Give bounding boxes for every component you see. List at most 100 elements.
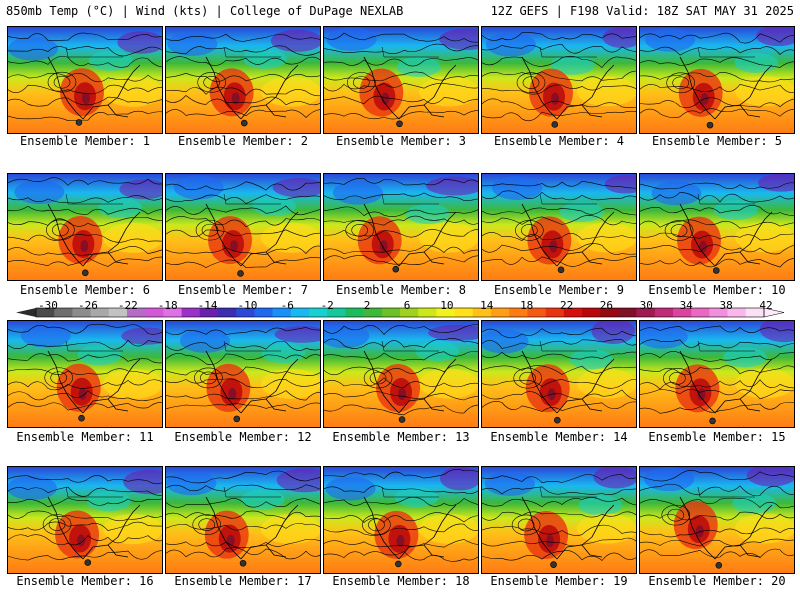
- colorbar-swatch: [254, 308, 273, 317]
- colorbar-swatch: [272, 308, 292, 317]
- ensemble-member-label: Ensemble Member: 20: [648, 574, 786, 588]
- ensemble-member-label: Ensemble Member: 11: [16, 430, 154, 444]
- ensemble-map-18: [323, 466, 479, 574]
- colorbar-swatch: [363, 308, 383, 317]
- temperature-colorbar: -30 -26 -22 -18 -14 -10 -6 -2 2 6 10 14 18 22 26 30 34 38…: [14, 299, 786, 334]
- ensemble-member-label: Ensemble Member: 1: [19, 134, 151, 148]
- ensemble-map-17: [165, 466, 321, 574]
- colorbar-swatches: [16, 307, 785, 318]
- ensemble-member-label: Ensemble Member: 2: [177, 134, 309, 148]
- colorbar-tick-label: 2: [363, 299, 371, 312]
- colorbar-tick-label: -22: [117, 299, 138, 312]
- ensemble-map-20: [639, 466, 795, 574]
- colorbar-swatch: [72, 308, 91, 317]
- ensemble-member-label: Ensemble Member: 7: [177, 283, 309, 297]
- colorbar-swatch: [108, 308, 128, 317]
- ensemble-map-16: [7, 466, 163, 574]
- ensemble-member-label: Ensemble Member: 8: [335, 283, 467, 297]
- ensemble-member-label: Ensemble Member: 18: [332, 574, 470, 588]
- colorbar-tick-label: 42: [759, 299, 773, 312]
- ensemble-map-5: [639, 26, 795, 134]
- ensemble-member-label: Ensemble Member: 15: [648, 430, 786, 444]
- colorbar-tick-label: 26: [599, 299, 614, 312]
- colorbar-swatch: [563, 308, 583, 317]
- ensemble-member-label: Ensemble Member: 13: [332, 430, 470, 444]
- colorbar-min-arrow: [16, 308, 36, 317]
- colorbar-swatch: [745, 308, 765, 317]
- valid-time: 12Z GEFS | F198 Valid: 18Z SAT MAY 31 20…: [490, 4, 794, 18]
- colorbar-swatch: [181, 308, 201, 317]
- ensemble-map-7: [165, 173, 321, 281]
- ensemble-member-label: Ensemble Member: 4: [493, 134, 625, 148]
- colorbar-swatch: [327, 308, 346, 317]
- ensemble-map-3: [323, 26, 479, 134]
- colorbar-tick-labels: -30 -26 -22 -18 -14 -10 -6 -2 2 6 10 14 18 22 26 30 34 38…: [14, 299, 786, 313]
- colorbar-swatch: [636, 308, 656, 317]
- ensemble-member-label: Ensemble Member: 16: [16, 574, 154, 588]
- ensemble-map-8: [323, 173, 479, 281]
- colorbar-tick-label: -18: [157, 299, 178, 312]
- colorbar-tick-label: -26: [77, 299, 98, 312]
- colorbar-swatch: [454, 308, 474, 317]
- ensemble-member-label: Ensemble Member: 12: [174, 430, 312, 444]
- colorbar-swatch: [381, 308, 401, 317]
- colorbar-tick-label: 18: [520, 299, 534, 312]
- colorbar-tick-label: 6: [403, 299, 411, 312]
- colorbar-swatch: [199, 308, 219, 317]
- colorbar-swatch: [345, 308, 364, 317]
- colorbar-swatch: [400, 308, 419, 317]
- colorbar-swatch: [90, 308, 110, 317]
- colorbar-swatch: [436, 308, 455, 317]
- colorbar-swatch: [127, 308, 146, 317]
- colorbar-swatch: [54, 308, 73, 317]
- colorbar-swatch: [418, 308, 437, 317]
- ensemble-member-label: Ensemble Member: 3: [335, 134, 467, 148]
- ensemble-member-label: Ensemble Member: 9: [493, 283, 625, 297]
- ensemble-map-2: [165, 26, 321, 134]
- colorbar-swatch: [491, 308, 510, 317]
- colorbar-swatch: [472, 308, 492, 317]
- colorbar-tick-label: 22: [559, 299, 574, 312]
- colorbar-swatch: [163, 308, 182, 317]
- ensemble-member-label: Ensemble Member: 14: [490, 430, 628, 444]
- ensemble-map-9: [481, 173, 637, 281]
- colorbar-swatch: [290, 308, 310, 317]
- colorbar-swatch: [618, 308, 637, 317]
- colorbar-swatch: [509, 308, 528, 317]
- colorbar-swatch: [145, 308, 164, 317]
- colorbar-swatch: [709, 308, 728, 317]
- ensemble-map-14: [481, 320, 637, 428]
- ensemble-map-10: [639, 173, 795, 281]
- colorbar-tick-label: -2: [320, 299, 334, 312]
- ensemble-map-4: [481, 26, 637, 134]
- colorbar-tick-label: -6: [280, 299, 294, 312]
- ensemble-map-6: [7, 173, 163, 281]
- colorbar-tick-label: 30: [639, 299, 653, 312]
- colorbar-swatch: [691, 308, 710, 317]
- ensemble-map-15: [639, 320, 795, 428]
- colorbar-swatch: [218, 308, 237, 317]
- ensemble-map-13: [323, 320, 479, 428]
- ensemble-map-19: [481, 466, 637, 574]
- colorbar-swatch: [309, 308, 328, 317]
- colorbar-tick-label: 34: [679, 299, 693, 312]
- colorbar-swatch: [236, 308, 255, 317]
- colorbar-swatch: [673, 308, 692, 317]
- colorbar-swatch: [600, 308, 619, 317]
- ensemble-map-11: [7, 320, 163, 428]
- ensemble-member-label: Ensemble Member: 10: [648, 283, 786, 297]
- ensemble-map-1: [7, 26, 163, 134]
- colorbar-swatch: [654, 308, 674, 317]
- colorbar-swatch: [527, 308, 546, 317]
- ensemble-member-label: Ensemble Member: 6: [19, 283, 151, 297]
- ensemble-map-12: [165, 320, 321, 428]
- colorbar-tick-label: 14: [480, 299, 494, 312]
- colorbar-tick-label: 38: [719, 299, 733, 312]
- colorbar-swatch: [582, 308, 601, 317]
- colorbar-tick-label: -14: [197, 299, 218, 312]
- colorbar-tick-label: 10: [440, 299, 454, 312]
- ensemble-member-label: Ensemble Member: 5: [651, 134, 783, 148]
- colorbar-tick-label: -30: [38, 299, 58, 312]
- ensemble-member-label: Ensemble Member: 19: [490, 574, 628, 588]
- colorbar-tick-label: -10: [237, 299, 258, 312]
